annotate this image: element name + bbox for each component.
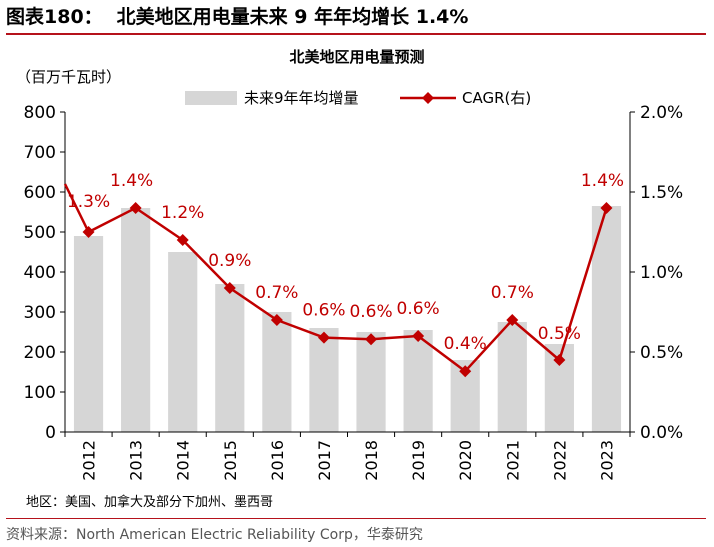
legend: 未来9年年均增量 CAGR(右) [185,89,531,107]
bar-2017 [309,328,339,432]
x-tick-label-2016: 2016 [268,440,287,481]
y-left-tick-label: 700 [24,143,56,163]
chart-title: 北美地区用电量预测 [289,48,424,66]
x-tick-label-2012: 2012 [80,440,99,481]
bar-2019 [403,330,433,432]
x-tick-label-2021: 2021 [503,440,522,481]
cagr-data-label-2023: 1.4% [581,171,624,191]
cagr-data-label-2017: 0.6% [302,301,345,321]
cagr-point-2016 [270,314,283,326]
y-left-tick-label: 0 [45,423,56,443]
bar-2013 [121,208,151,432]
bar-2012 [73,236,104,432]
x-tick-label-2019: 2019 [409,440,428,481]
cagr-point-2019 [412,330,425,342]
y-left-tick-label: 200 [24,343,56,363]
unit-label: （百万千瓦时） [16,68,121,86]
cagr-point-2021 [506,314,519,326]
y-left-tick-label: 600 [24,183,56,203]
bar-2021 [497,322,527,432]
region-note: 地区：美国、加拿大及部分下加州、墨西哥 [26,495,274,510]
cagr-point-2022 [553,354,566,366]
x-tick-label-2023: 2023 [597,440,616,481]
cagr-data-label-2013: 1.4% [110,171,153,191]
x-tick-label-2015: 2015 [221,440,240,481]
figure-caption: 图表180： [6,6,103,28]
legend-bar-label: 未来9年年均增量 [244,89,359,107]
y-right-tick-label: 1.0% [640,263,683,283]
x-tick-label-2020: 2020 [456,440,475,481]
x-tick-label-2018: 2018 [362,440,381,481]
bar-2016 [262,312,292,432]
figure-title: 图表180： 北美地区用电量未来 9 年年均增长 1.4% [6,4,706,30]
y-left-tick-label: 400 [24,263,56,283]
x-tick-label-2022: 2022 [550,440,569,481]
cagr-data-label-2021: 0.7% [491,283,534,303]
bar-2018 [356,332,386,432]
cagr-point-2018 [365,333,378,346]
legend-bar-swatch [185,91,237,105]
bar-2023 [591,206,622,432]
cagr-data-label-2019: 0.6% [397,299,440,319]
legend-line-marker [422,92,434,104]
cagr-data-label-2018: 0.6% [349,302,392,322]
title-divider [6,33,706,35]
cagr-data-label-2016: 0.7% [255,283,298,303]
source-divider [6,518,706,519]
cagr-data-label-2015: 0.9% [208,251,251,271]
y-right-tick-label: 0.5% [640,343,683,363]
cagr-data-label-2022: 0.5% [538,324,581,344]
y-right-tick-label: 0.0% [640,423,683,443]
y-left-tick-label: 100 [24,383,56,403]
cagr-point-2020 [459,365,472,378]
bar-2014 [168,252,198,432]
y-left-tick-label: 800 [24,103,56,123]
cagr-point-2012 [82,226,95,238]
cagr-data-label-2014: 1.2% [161,203,204,223]
source-note: 资料来源：North American Electric Reliability… [6,527,423,543]
cagr-data-label-2012: 1.3% [67,192,110,212]
bar-2015 [215,284,245,432]
figure-title-text: 北美地区用电量未来 9 年年均增长 1.4% [116,6,469,28]
y-right-tick-label: 1.5% [640,183,683,203]
cagr-point-2017 [317,331,330,344]
y-left-tick-label: 300 [24,303,56,323]
y-left-tick-label: 500 [24,223,56,243]
y-right-tick-label: 2.0% [640,103,683,123]
x-tick-label-2013: 2013 [127,440,146,481]
legend-line-label: CAGR(右) [462,89,531,107]
chart: 北美地区用电量预测 （百万千瓦时） 未来9年年均增量 CAGR(右) 0 100 2… [16,48,683,481]
x-tick-label-2014: 2014 [174,440,193,481]
cagr-point-2014 [176,234,189,246]
x-tick-label-2017: 2017 [315,440,334,481]
cagr-point-2023 [600,202,613,214]
cagr-data-label-2020: 0.4% [444,334,487,354]
cagr-point-2013 [129,202,142,214]
cagr-point-2015 [223,282,236,294]
